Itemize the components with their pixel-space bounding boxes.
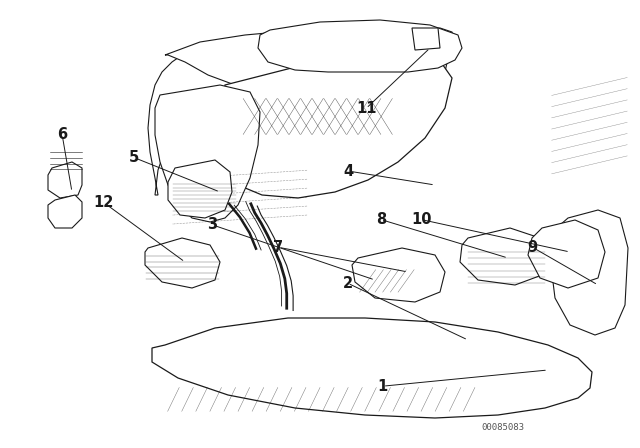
Polygon shape bbox=[48, 162, 82, 198]
Text: 8: 8 bbox=[376, 212, 386, 227]
Polygon shape bbox=[168, 160, 232, 218]
Text: 2: 2 bbox=[342, 276, 353, 291]
Polygon shape bbox=[550, 210, 628, 335]
Polygon shape bbox=[352, 248, 445, 302]
Polygon shape bbox=[460, 228, 548, 285]
Text: 4: 4 bbox=[344, 164, 354, 179]
Polygon shape bbox=[48, 195, 82, 228]
Text: 12: 12 bbox=[93, 195, 114, 210]
Text: 7: 7 bbox=[273, 240, 284, 255]
Text: 00085083: 00085083 bbox=[481, 423, 524, 432]
Polygon shape bbox=[215, 52, 452, 198]
Text: 6: 6 bbox=[57, 127, 67, 142]
Polygon shape bbox=[148, 28, 455, 195]
Polygon shape bbox=[165, 28, 448, 95]
Polygon shape bbox=[155, 85, 260, 222]
Polygon shape bbox=[152, 318, 592, 418]
Text: 10: 10 bbox=[411, 212, 431, 227]
Polygon shape bbox=[412, 28, 440, 50]
Text: 3: 3 bbox=[207, 217, 218, 233]
Polygon shape bbox=[528, 220, 605, 288]
Polygon shape bbox=[258, 20, 462, 72]
Polygon shape bbox=[145, 238, 220, 288]
Text: 9: 9 bbox=[527, 240, 538, 255]
Text: 1: 1 bbox=[378, 379, 388, 394]
Text: 5: 5 bbox=[129, 150, 140, 165]
Text: 11: 11 bbox=[356, 101, 376, 116]
